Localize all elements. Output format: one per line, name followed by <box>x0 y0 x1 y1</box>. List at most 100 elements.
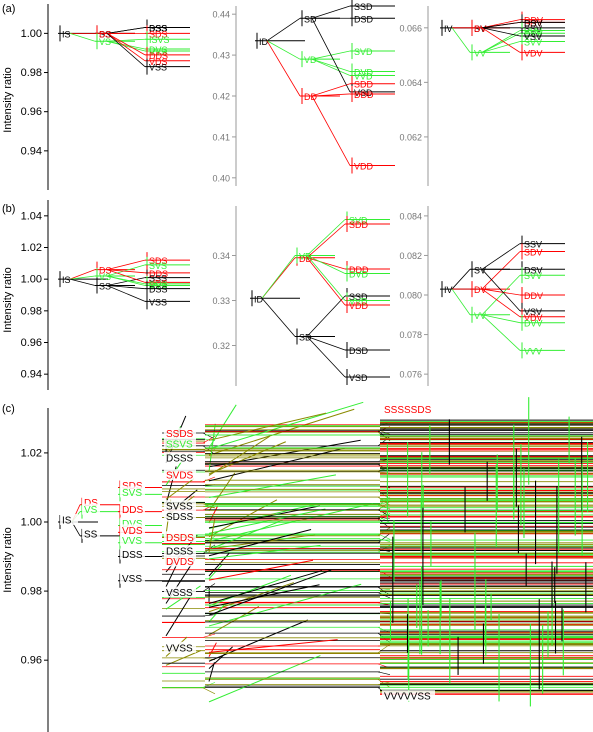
node-label-bg <box>164 427 196 439</box>
node-label: DV <box>474 285 487 295</box>
node-label: DVS <box>149 280 168 290</box>
connector-line <box>106 275 146 286</box>
y-tick-label: 0.98 <box>21 586 42 598</box>
y-tick-label: 0.062 <box>399 132 422 142</box>
node-label-bg <box>164 586 196 598</box>
connector-line <box>69 278 96 286</box>
connector-line <box>306 255 346 274</box>
dense-error-bar <box>208 605 260 636</box>
connector-line <box>261 297 296 337</box>
connector-line <box>306 257 346 306</box>
dense-error-bar <box>165 595 191 637</box>
y-tick-label: 0.078 <box>399 330 422 340</box>
dense-connector <box>202 687 216 695</box>
dense-error-bar <box>208 401 364 450</box>
connector-line <box>106 264 146 277</box>
y-tick-label: 0.32 <box>212 341 230 351</box>
node-label: VSS <box>149 297 167 307</box>
node-label: SDD <box>349 220 369 230</box>
node-label: SVD <box>349 216 368 226</box>
node-label: DDV <box>524 291 543 301</box>
connector-line <box>451 27 471 53</box>
y-tick-label: 0.064 <box>399 78 422 88</box>
node-label: IS <box>62 516 72 527</box>
node-label-bg <box>164 469 196 481</box>
node-label: DSD <box>354 14 374 24</box>
y-tick-label: 1.04 <box>21 210 42 222</box>
node-label: SSD <box>349 292 368 302</box>
connector-line <box>481 269 521 312</box>
dense-error-bar <box>208 519 283 550</box>
node-label: DDS <box>149 269 168 279</box>
node-label: VVS <box>149 282 167 292</box>
node-label: SVS <box>122 488 142 499</box>
node-label: DS <box>99 29 112 39</box>
dense-error-bar <box>208 655 321 703</box>
connector-line <box>306 336 346 378</box>
y-tick-label: 0.082 <box>399 251 422 261</box>
node-label: SVV <box>524 37 542 47</box>
node-label: VS <box>99 272 111 282</box>
node-label: VSSS <box>166 588 193 599</box>
node-label: VV <box>474 311 486 321</box>
node-label: VD <box>299 252 312 262</box>
connector-line <box>266 17 301 42</box>
node-label: ID <box>254 294 264 304</box>
connector-line <box>481 30 521 53</box>
node-label: VDS <box>149 278 168 288</box>
connector-line <box>266 40 301 97</box>
dense-connector <box>202 476 216 482</box>
node-label: VDS <box>149 57 168 67</box>
y-tick-label: 0.94 <box>21 369 42 381</box>
connector-line <box>106 38 146 42</box>
subplot-c: 0.96 0.98 1.00 1.02 (c) Intensity ratio <box>2 403 49 732</box>
node-label: SSV <box>524 24 542 34</box>
y-tick-label: 1.00 <box>21 517 42 529</box>
subplot-a2: 0.40 0.41 0.42 0.43 0.44 ID SD VD DD SSD DSD SVD DVD… <box>212 0 395 186</box>
node-label: DVDS <box>166 557 194 568</box>
node-label: DSSS <box>166 453 194 464</box>
connector-line <box>306 219 346 256</box>
y-tick-label: 1.02 <box>21 242 42 254</box>
node-label: SV <box>474 24 486 34</box>
y-tick-label: 0.96 <box>21 655 42 667</box>
dense-error-bar <box>208 559 314 581</box>
node-label: SV <box>474 265 486 275</box>
y-tick-label: 0.98 <box>21 305 42 317</box>
node-label: SDS <box>149 29 168 39</box>
node-label-bg <box>120 548 145 560</box>
dense-error-bar <box>208 441 286 475</box>
node-label-bg <box>164 555 196 567</box>
node-label: IS <box>62 29 71 39</box>
dense-error-bar <box>208 529 312 557</box>
node-label: DVD <box>354 67 374 77</box>
node-label: VSD <box>349 373 368 383</box>
connector-line <box>481 314 521 351</box>
node-label: SSS <box>149 23 167 33</box>
node-label-bg <box>120 486 145 498</box>
node-label: DD <box>304 92 317 102</box>
node-label-bg <box>82 496 100 508</box>
dense-error-bar <box>208 447 345 482</box>
node-label-bg <box>120 524 145 536</box>
y-tick-label: 0.076 <box>399 370 422 380</box>
dense-network <box>162 397 593 707</box>
node-label-bg <box>82 527 100 539</box>
node-label: SD <box>304 14 317 24</box>
node-label: SS <box>84 529 98 540</box>
node-label: VVS <box>149 47 167 57</box>
y-tick-label: 0.94 <box>21 145 42 157</box>
connector-line <box>106 277 146 286</box>
node-label: SDSS <box>166 512 194 523</box>
node-label: DDS <box>122 505 143 516</box>
dense-error-bar <box>208 642 217 657</box>
node-label: DSS <box>149 285 168 295</box>
connector-line <box>106 27 146 34</box>
node-label: SSS <box>149 274 167 284</box>
node-label: VDV <box>524 313 543 323</box>
y-tick-label: 0.43 <box>212 51 230 61</box>
connector-line <box>481 314 521 324</box>
